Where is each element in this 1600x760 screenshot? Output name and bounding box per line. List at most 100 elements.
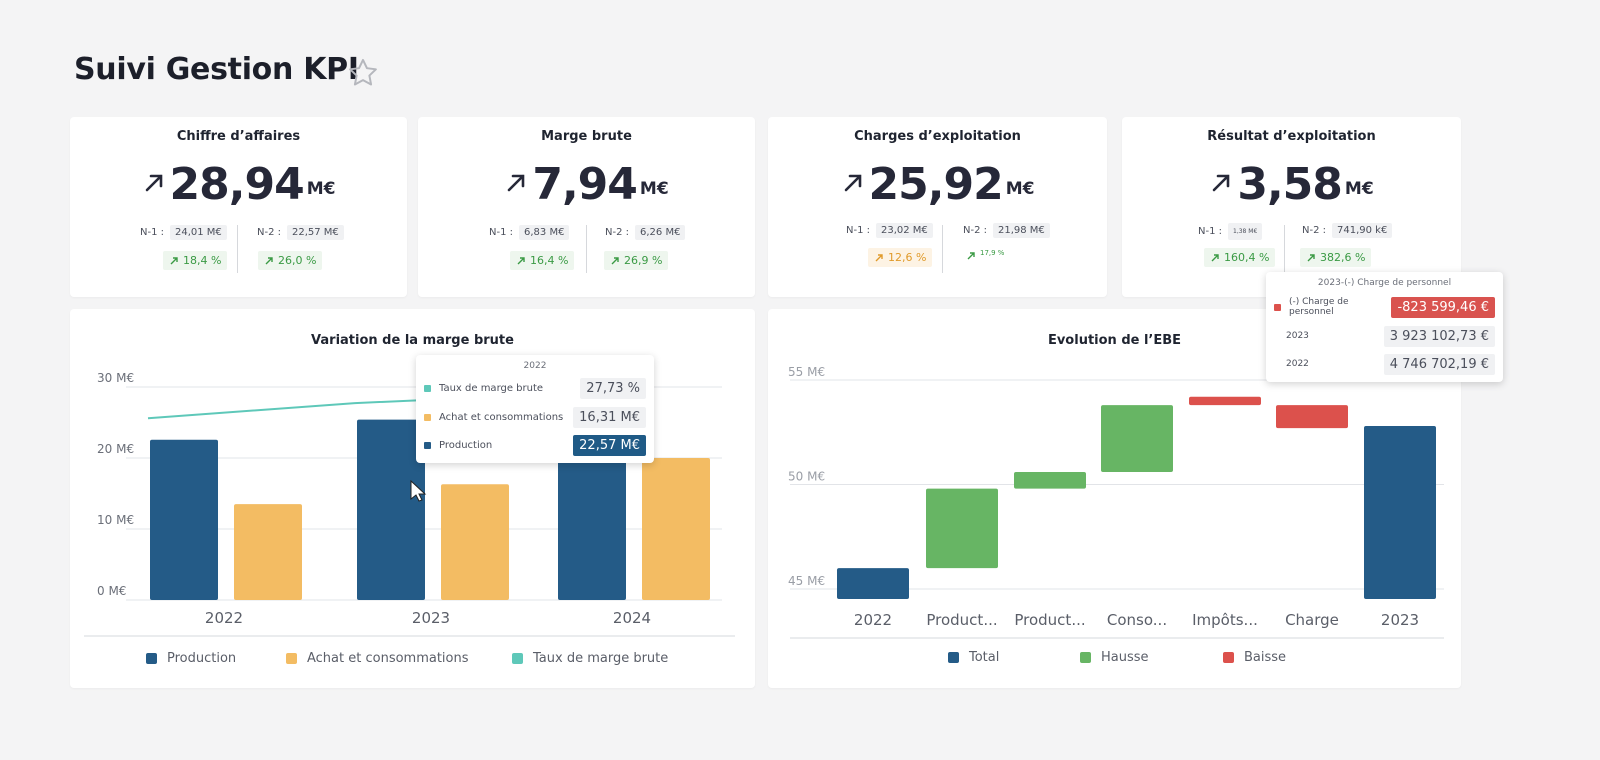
x-tick-label: 2022 (205, 609, 243, 627)
legend-item-production[interactable]: Production (146, 651, 236, 666)
tooltip-value: 4 746 702,19 € (1383, 353, 1495, 375)
kpi-n2-label: N-2 : (257, 227, 281, 238)
kpi-n1-value: 6,83 M€ (519, 225, 570, 240)
tooltip-header: 2022 (523, 361, 547, 371)
tooltip-label: 2023 (1286, 331, 1309, 341)
trend-up-icon (844, 175, 861, 192)
trend-up-icon (1211, 253, 1219, 261)
y-tick-label: 10 M€ (97, 513, 134, 527)
ebe-waterfall-chart: 55 M€ 50 M€ 45 M€ 2022 Product... Product... C… (788, 365, 1444, 639)
kpi-n2-change: 26,9 % (604, 251, 669, 270)
tooltip-value: 27,73 % (580, 377, 646, 399)
kpi-n2-change: 26,0 % (258, 251, 323, 270)
kpi-n2-label: N-2 : (963, 225, 987, 236)
kpi-n2-label: N-2 : (1302, 225, 1326, 236)
x-tick-label: 2022 (854, 611, 892, 629)
waterfall-bar-hausse (1014, 471, 1086, 489)
kpi-divider (1284, 225, 1285, 273)
kpi-n2-label: N-2 : (605, 227, 629, 238)
page-title: Suivi Gestion KPI (74, 52, 359, 87)
kpi-n1-change: 18,4 % (163, 251, 228, 270)
kpi-value: 7,94 (532, 159, 638, 210)
kpi-n1-label: N-1 : (140, 227, 164, 238)
kpi-n1-label: N-1 : (1198, 226, 1222, 237)
kpi-divider (942, 225, 943, 273)
tooltip-header: 2023-(-) Charge de personnel (1317, 278, 1452, 288)
mouse-cursor-icon (410, 480, 427, 502)
trend-up-icon (265, 256, 273, 264)
legend-swatch (512, 653, 523, 664)
waterfall-bar-baisse (1276, 405, 1348, 429)
kpi-n1-value: 1,38 M€ (1228, 223, 1263, 240)
legend-item-total[interactable]: Total (948, 650, 999, 665)
kpi-card-marge-brute: Marge brute 7,94 M€ N-1 : 6,83 M€ N-2 : 6,… (418, 117, 755, 297)
legend-item-achat[interactable]: Achat et consommations (286, 651, 469, 666)
kpi-title: Marge brute (541, 129, 632, 144)
kpi-n1-label: N-1 : (846, 225, 870, 236)
kpi-n2-value: 21,98 M€ (993, 223, 1050, 238)
tooltip-label: (-) Charge de personnel (1289, 297, 1349, 317)
y-tick-label: 50 M€ (788, 470, 825, 484)
tooltip-label: 2022 (1286, 359, 1309, 369)
legend-item-hausse[interactable]: Hausse (1080, 650, 1149, 665)
kpi-unit: M€ (306, 179, 336, 200)
tooltip-value: 3 923 102,73 € (1383, 325, 1495, 347)
trend-up-icon (517, 256, 525, 264)
kpi-value: 3,58 (1237, 159, 1343, 210)
kpi-title: Charges d’exploitation (854, 129, 1021, 144)
waterfall-bar-baisse (1189, 396, 1261, 406)
kpi-n2-value: 22,57 M€ (287, 225, 344, 240)
tooltip-label: Achat et consommations (439, 411, 564, 423)
waterfall-bar-total (1364, 425, 1436, 599)
tooltip-value: 22,57 M€ (573, 434, 646, 456)
tooltip-label: Production (439, 439, 493, 451)
trend-up-icon (875, 253, 883, 261)
chart-tooltip: 2023-(-) Charge de personnel (-) Charge … (1266, 272, 1503, 382)
x-tick-label: 2023 (412, 609, 450, 627)
kpi-title: Résultat d’exploitation (1207, 129, 1376, 144)
legend-swatch (146, 653, 157, 664)
x-tick-label: Charge (1285, 611, 1339, 629)
kpi-card-resultat-exploitation: Résultat d’exploitation 3,58 M€ N-1 : 1,3… (1122, 117, 1461, 297)
kpi-n1-change: 160,4 % (1204, 248, 1276, 267)
kpi-card-charges-exploitation: Charges d’exploitation 25,92 M€ N-1 : 23,… (768, 117, 1107, 297)
bar-production (558, 455, 626, 600)
kpi-n1-label: N-1 : (489, 227, 513, 238)
x-tick-label: Product... (1014, 611, 1085, 629)
chart-title: Evolution de l’EBE (1047, 333, 1182, 348)
kpi-unit: M€ (1344, 179, 1374, 200)
waterfall-bar-total (837, 568, 909, 599)
x-tick-label: Impôts... (1192, 611, 1258, 629)
kpi-n1-value: 24,01 M€ (170, 225, 227, 240)
chart-title: Variation de la marge brute (311, 333, 514, 348)
kpi-title: Chiffre d’affaires (176, 129, 301, 144)
kpi-divider (237, 225, 238, 273)
trend-up-icon (611, 256, 619, 264)
legend-item-baisse[interactable]: Baisse (1223, 650, 1286, 665)
chart-tooltip: 2022 Taux de marge brute 27,73 % Achat et… (416, 355, 654, 463)
tooltip-value: -823 599,46 € (1391, 296, 1495, 318)
y-tick-label: 0 M€ (97, 584, 126, 598)
chart-card-ebe: Evolution de l’EBE 55 M€ 50 M€ 45 M€ 2022 Pr… (768, 309, 1461, 688)
tooltip-value: 16,31 M€ (573, 406, 646, 428)
legend-swatch (1223, 652, 1234, 663)
kpi-n1-value: 23,02 M€ (876, 223, 933, 238)
bar-production (357, 419, 425, 600)
legend-item-taux[interactable]: Taux de marge brute (512, 651, 668, 666)
favorite-star-icon[interactable] (346, 56, 380, 90)
kpi-value: 28,94 (169, 159, 305, 210)
kpi-n2-value: 741,90 k€ (1332, 223, 1393, 238)
kpi-n2-value: 6,26 M€ (635, 225, 686, 240)
kpi-n2-change: 17,9 % (960, 248, 1010, 264)
kpi-value: 25,92 (868, 159, 1004, 210)
tooltip-label: Taux de marge brute (439, 382, 544, 394)
y-tick-label: 55 M€ (788, 365, 825, 379)
waterfall-bar-hausse (1101, 405, 1173, 472)
kpi-divider (586, 225, 587, 273)
y-tick-label: 20 M€ (97, 442, 134, 456)
kpi-n1-change: 12,6 % (868, 248, 933, 267)
kpi-n1-change: 16,4 % (510, 251, 575, 270)
trend-up-icon (1213, 175, 1230, 192)
x-tick-label: 2023 (1381, 611, 1419, 629)
trend-up-icon (170, 256, 178, 264)
